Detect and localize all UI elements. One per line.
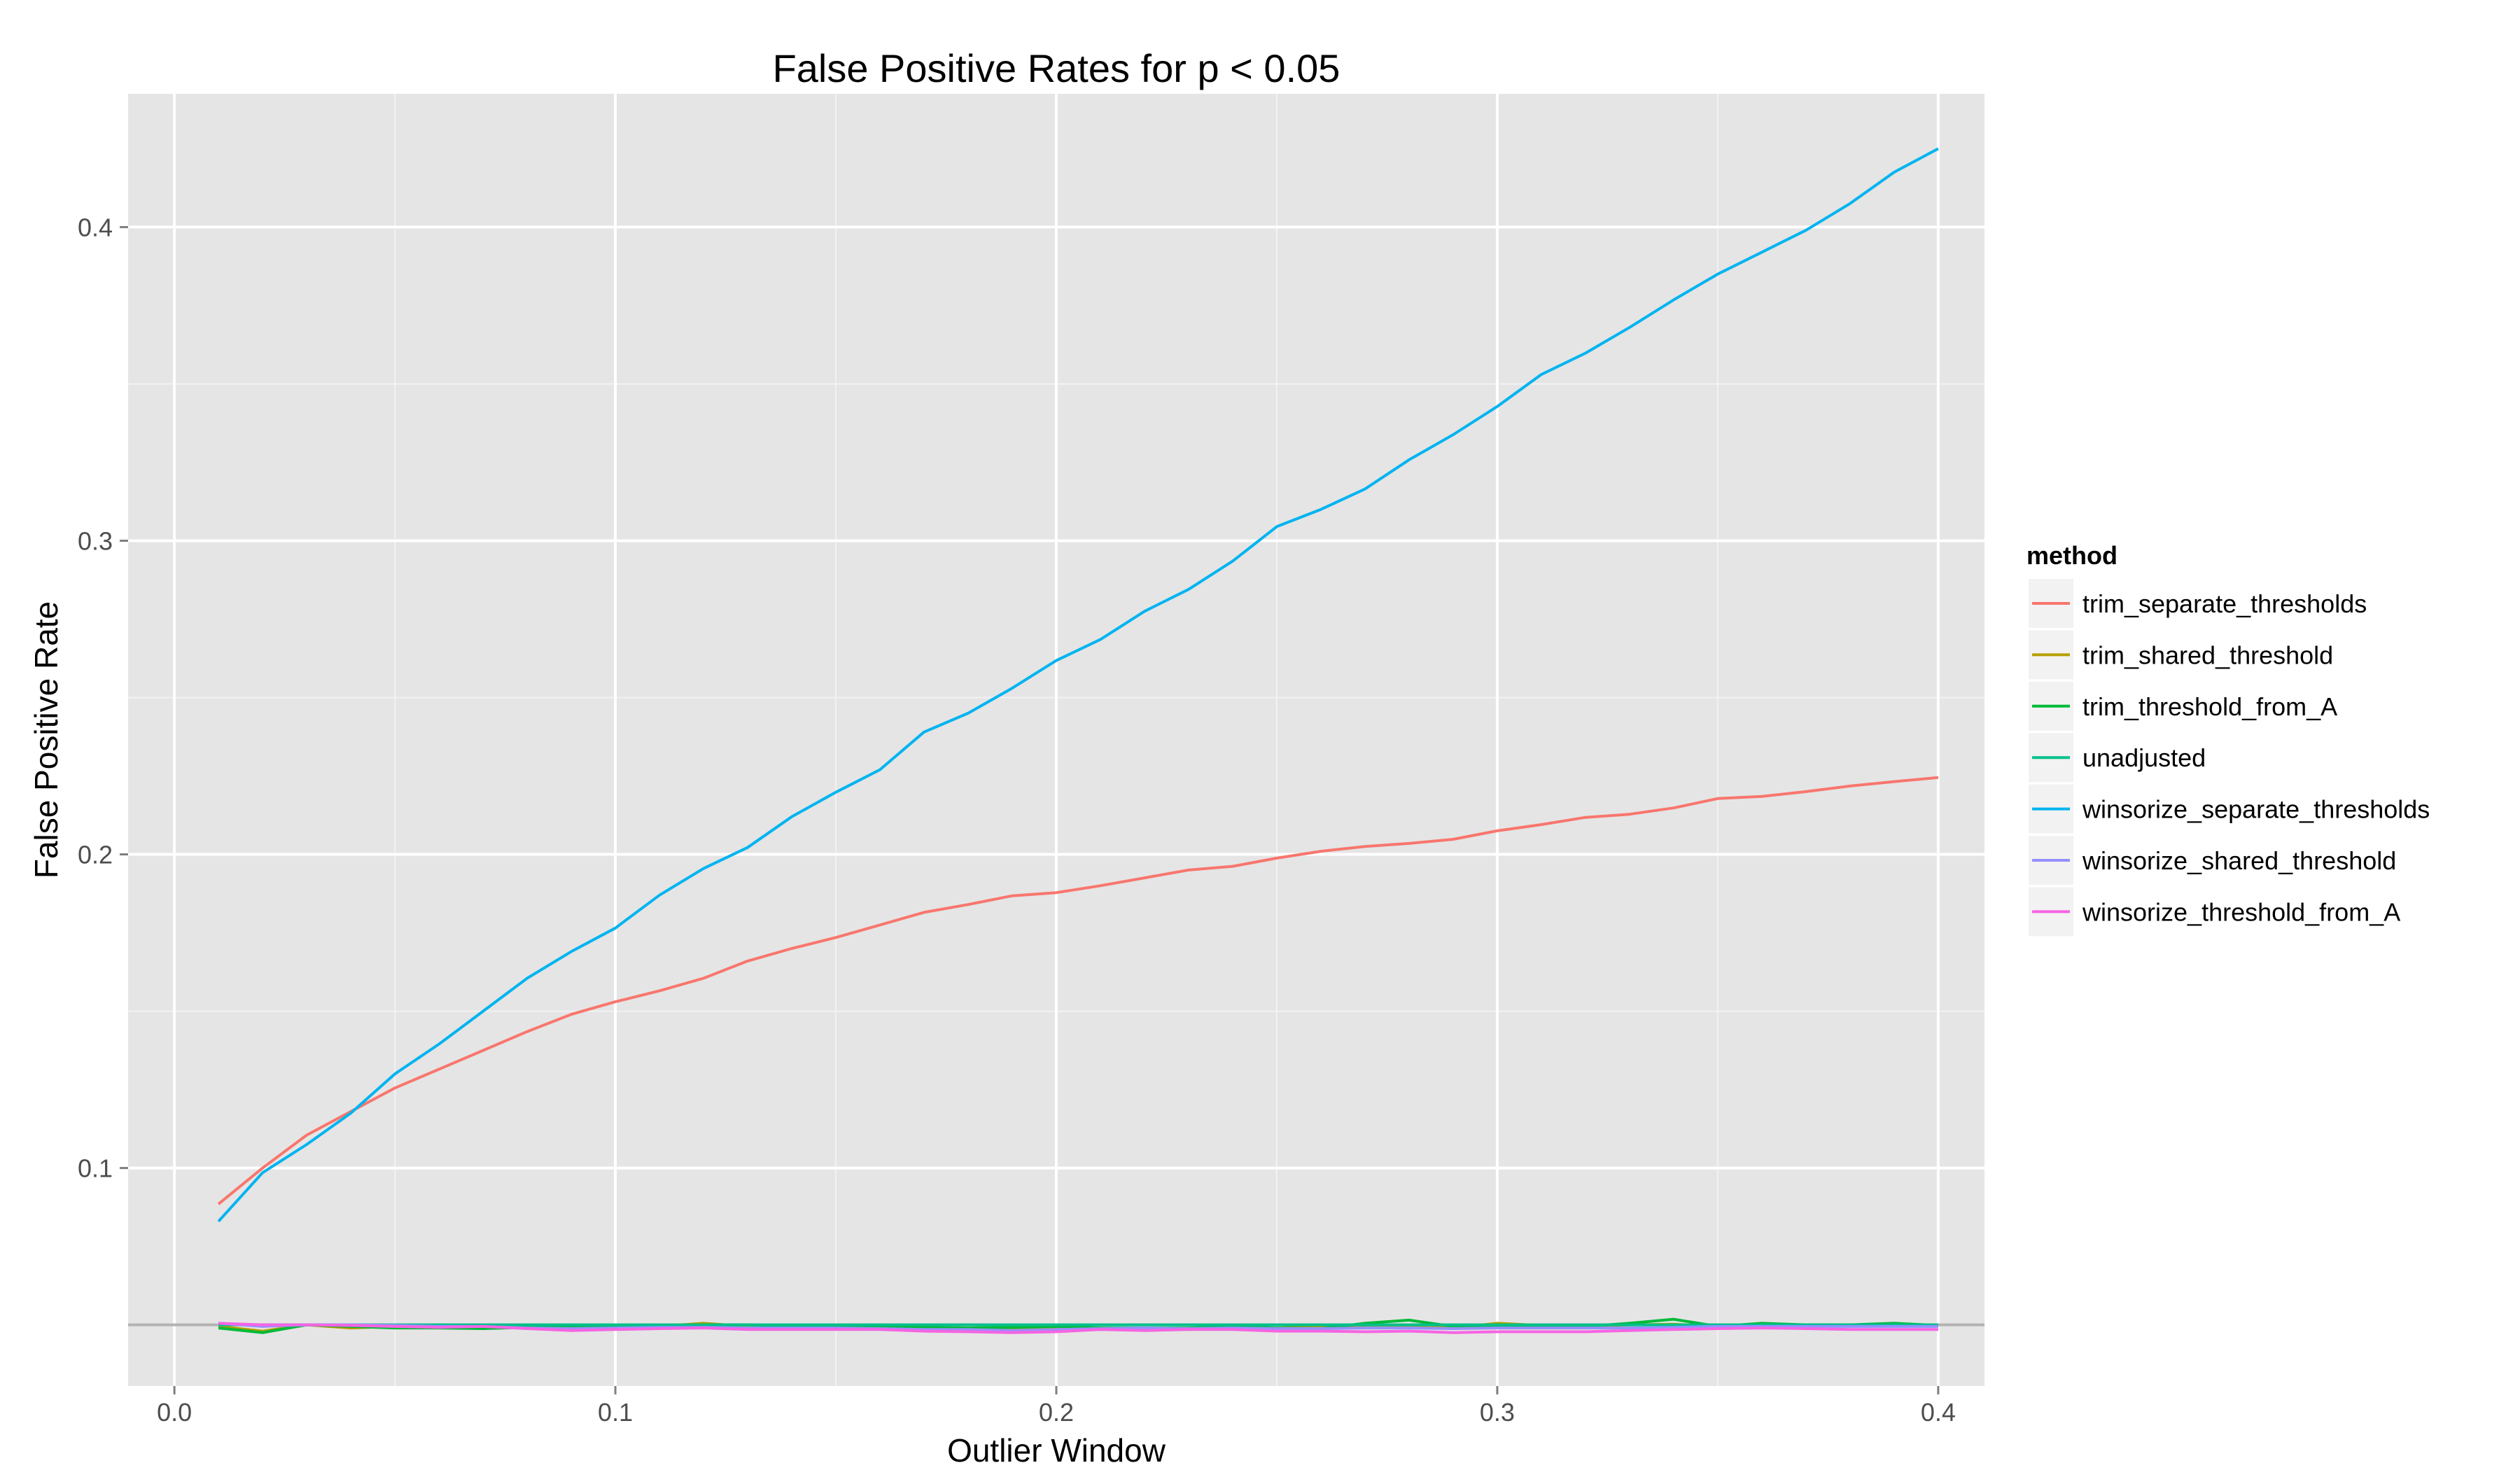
series-lines <box>217 147 1939 1334</box>
y-tick-labels: 0.1 0.2 0.3 0.4 <box>78 213 113 1182</box>
x-tick-label: 0.4 <box>1921 1398 1956 1427</box>
legend-label: trim_threshold_from_A <box>2082 692 2337 721</box>
x-tick-label: 0.0 <box>157 1398 192 1427</box>
series-line-winsorize-separate-thresholds <box>217 147 1939 1223</box>
x-tick-labels: 0.0 0.1 0.2 0.3 0.4 <box>157 1398 1956 1427</box>
x-tick-label: 0.2 <box>1039 1398 1074 1427</box>
y-tick-label: 0.1 <box>78 1154 113 1183</box>
x-tick-label: 0.1 <box>598 1398 633 1427</box>
series-line-winsorize-threshold-from-A <box>218 1322 1938 1334</box>
legend-items: trim_separate_thresholds trim_shared_thre… <box>2027 578 2430 938</box>
y-axis-title: False Positive Rate <box>28 601 64 878</box>
legend-label: unadjusted <box>2082 743 2206 772</box>
x-tick-label: 0.3 <box>1480 1398 1515 1427</box>
y-tick-label: 0.3 <box>78 526 113 555</box>
legend-label: winsorize_shared_threshold <box>2082 846 2396 875</box>
x-axis-title: Outlier Window <box>947 1432 1166 1469</box>
legend: method trim_separate_thresholds trim_shar… <box>2026 541 2430 938</box>
legend-title: method <box>2026 541 2118 570</box>
chart-title: False Positive Rates for p < 0.05 <box>773 46 1340 90</box>
legend-label: trim_shared_threshold <box>2082 640 2333 669</box>
major-gridlines <box>128 94 1984 1386</box>
axis-ticks <box>120 225 1940 1394</box>
legend-label: trim_separate_thresholds <box>2082 589 2367 618</box>
y-tick-label: 0.2 <box>78 841 113 869</box>
legend-label: winsorize_separate_thresholds <box>2082 795 2430 824</box>
series-line-trim-separate-thresholds <box>217 776 1939 1205</box>
legend-label: winsorize_threshold_from_A <box>2082 897 2400 926</box>
y-tick-label: 0.4 <box>78 213 113 241</box>
